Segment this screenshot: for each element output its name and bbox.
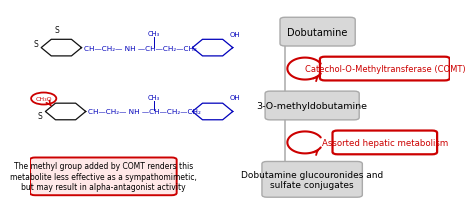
Text: Assorted hepatic metabolism: Assorted hepatic metabolism: [322, 138, 448, 147]
Text: CH—CH₂— NH —CH—CH₂—CH₂: CH—CH₂— NH —CH—CH₂—CH₂: [83, 45, 197, 51]
Text: CH₃: CH₃: [148, 30, 160, 36]
FancyBboxPatch shape: [265, 92, 359, 120]
Text: CH—CH₂— NH —CH—CH₂—CH₂: CH—CH₂— NH —CH—CH₂—CH₂: [88, 109, 201, 115]
Polygon shape: [46, 104, 86, 120]
FancyBboxPatch shape: [30, 158, 177, 195]
Text: S: S: [34, 40, 38, 49]
FancyBboxPatch shape: [333, 131, 437, 155]
Polygon shape: [41, 40, 82, 57]
FancyBboxPatch shape: [262, 162, 362, 197]
Text: Dobutamine glucouronides and
sulfate conjugates: Dobutamine glucouronides and sulfate con…: [241, 170, 383, 189]
Text: OH: OH: [229, 95, 240, 101]
Text: 3-O-methyldobutamine: 3-O-methyldobutamine: [256, 101, 368, 110]
Text: The methyl group added by COMT renders this
metabolite less effective as a sympa: The methyl group added by COMT renders t…: [10, 162, 197, 191]
Text: S: S: [38, 111, 43, 120]
Polygon shape: [192, 104, 233, 120]
Text: S: S: [55, 26, 60, 35]
Text: Catechol-O-Methyltransferase (COMT): Catechol-O-Methyltransferase (COMT): [304, 65, 465, 74]
Text: OH: OH: [229, 31, 240, 37]
Text: CH₃O: CH₃O: [36, 97, 52, 101]
Polygon shape: [192, 40, 233, 57]
Text: CH₃: CH₃: [148, 94, 160, 100]
Text: Dobutamine: Dobutamine: [287, 27, 348, 37]
FancyBboxPatch shape: [280, 18, 355, 47]
FancyBboxPatch shape: [320, 57, 450, 81]
